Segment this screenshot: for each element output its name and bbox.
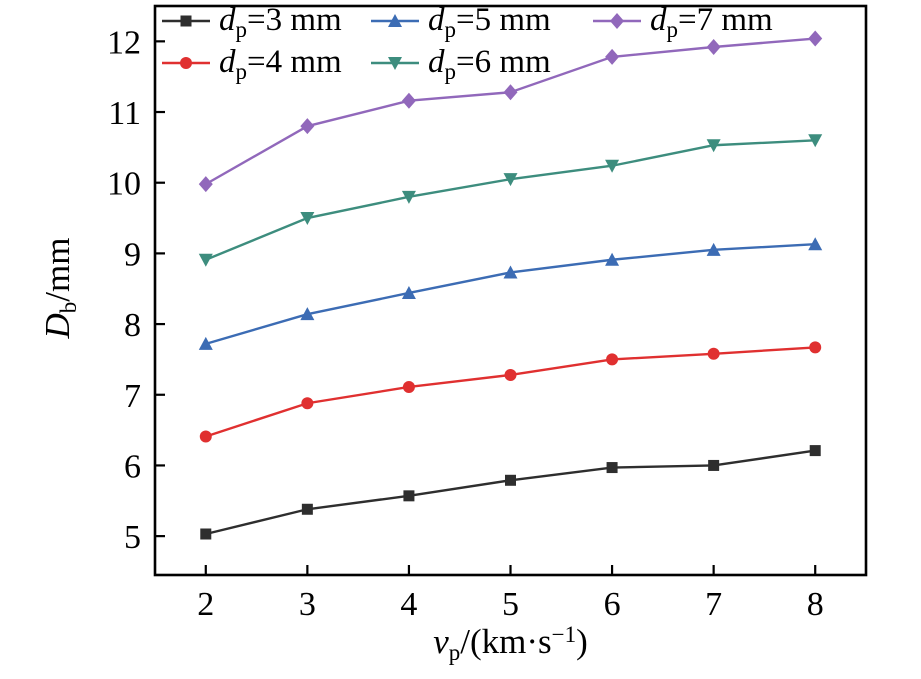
y-tick-label: 6 xyxy=(124,448,141,485)
legend: dp=3 mm dp=5 mm dp=7 mm dp=4 mm dp=6 mm xyxy=(160,2,773,84)
legend-label: dp=6 mm xyxy=(428,44,551,84)
y-tick-label: 11 xyxy=(108,95,141,132)
x-tick-label: 4 xyxy=(400,586,417,623)
x-tick-label: 7 xyxy=(705,586,722,623)
x-axis-label: vp/(km·s−1) xyxy=(155,622,866,665)
y-tick-label: 9 xyxy=(124,236,141,273)
y-axis-subscript: b xyxy=(56,301,81,314)
series-triangle-up xyxy=(198,237,823,350)
series-square xyxy=(200,445,821,540)
x-tick-label: 6 xyxy=(604,586,621,623)
y-tick-label: 5 xyxy=(124,519,141,556)
series-diamond xyxy=(198,30,823,193)
legend-label: dp=7 mm xyxy=(650,2,773,42)
triangle-up-marker-icon xyxy=(371,13,419,27)
x-axis-superscript: −1 xyxy=(551,622,577,647)
y-tick-label: 8 xyxy=(124,307,141,344)
series-circle xyxy=(199,341,822,443)
x-axis-variable: v xyxy=(433,622,449,661)
x-axis-units-close: ) xyxy=(576,622,588,661)
y-tick-label: 7 xyxy=(124,378,141,415)
y-axis-label: Db/mm xyxy=(38,237,81,339)
x-tick-label: 5 xyxy=(502,586,519,623)
triangle-down-marker-icon xyxy=(371,56,419,70)
legend-label: dp=4 mm xyxy=(219,44,342,84)
x-tick-label: 2 xyxy=(197,586,214,623)
x-axis-units: /(km·s xyxy=(460,622,552,661)
x-axis-subscript: p xyxy=(448,640,461,665)
legend-item: dp=5 mm xyxy=(369,2,591,42)
legend-item: dp=6 mm xyxy=(369,44,591,84)
y-axis-variable: D xyxy=(38,313,77,339)
circle-marker-icon xyxy=(162,56,210,69)
legend-label: dp=5 mm xyxy=(428,2,551,42)
series-triangle-down xyxy=(198,134,823,267)
y-tick-label: 12 xyxy=(107,24,141,61)
y-tick-label: 10 xyxy=(107,166,141,203)
x-tick-label: 3 xyxy=(299,586,316,623)
y-axis-units: /mm xyxy=(38,237,77,302)
x-tick-label: 8 xyxy=(807,586,824,623)
legend-label: dp=3 mm xyxy=(219,2,342,42)
square-marker-icon xyxy=(162,15,210,26)
diamond-marker-icon xyxy=(593,12,641,29)
legend-item: dp=3 mm xyxy=(160,2,369,42)
legend-item: dp=4 mm xyxy=(160,44,369,84)
legend-item: dp=7 mm xyxy=(591,2,773,42)
